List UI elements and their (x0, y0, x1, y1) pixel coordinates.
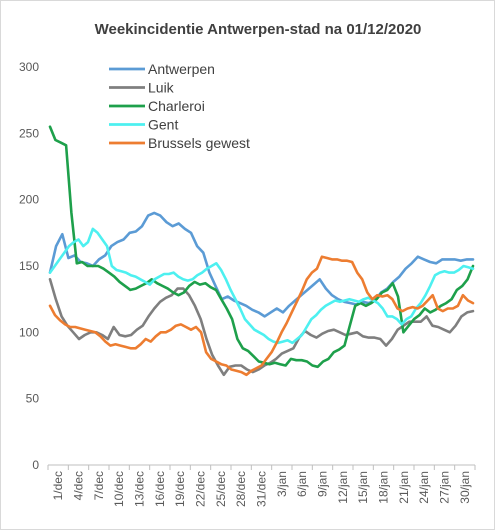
x-tick-label: 16/dec (153, 471, 167, 507)
series-line-1 (48, 277, 475, 377)
x-tick-label: 21/jan (397, 471, 411, 504)
x-tick-label: 1/dec (51, 471, 65, 500)
x-tick-label: 28/dec (234, 471, 248, 507)
legend-label-2: Charleroi (148, 98, 205, 114)
series-layer (48, 125, 475, 377)
x-tick-label: 3/jan (275, 471, 289, 497)
legend: Antwerpen Luik Charleroi Gent Brussels gewes… (109, 61, 250, 151)
x-tick-label: 31/dec (255, 471, 269, 507)
x-tick-label: 24/jan (417, 471, 431, 504)
series-line-4 (48, 255, 475, 377)
y-tick-label: 0 (32, 458, 39, 472)
y-axis: 0 50 100 150 200 250 300 (19, 60, 39, 472)
x-tick-label: 12/jan (336, 471, 350, 504)
chart-title: Weekincidentie Antwerpen-stad na 01/12/2… (95, 21, 422, 38)
x-tick-label: 22/dec (194, 471, 208, 507)
legend-label-3: Gent (148, 117, 178, 133)
y-tick-label: 300 (19, 60, 39, 74)
x-tick-label: 30/jan (458, 471, 472, 504)
legend-label-1: Luik (148, 80, 175, 96)
x-tick-label: 19/dec (173, 471, 187, 507)
x-tick-label: 25/dec (214, 471, 228, 507)
series-line-2 (48, 125, 475, 369)
y-tick-label: 150 (19, 259, 39, 273)
x-tick-label: 4/dec (72, 471, 86, 500)
x-tick-label: 9/jan (316, 471, 330, 497)
x-tick-label: 6/jan (295, 471, 309, 497)
legend-label-0: Antwerpen (148, 61, 215, 77)
series-line-0 (48, 211, 475, 318)
x-axis: 1/dec 4/dec 7/dec 10/dec 13/dec 16/dec 19/dec 2… (47, 464, 476, 507)
x-tick-label: 18/jan (377, 471, 391, 504)
y-tick-label: 50 (26, 392, 40, 406)
x-tick-label: 10/dec (112, 471, 126, 507)
y-tick-label: 250 (19, 126, 39, 140)
x-tick-label: 27/jan (438, 471, 452, 504)
series-line-3 (48, 227, 475, 345)
legend-label-4: Brussels gewest (148, 135, 250, 151)
x-tick-label: 13/dec (133, 471, 147, 507)
x-tick-label: 7/dec (92, 471, 106, 500)
y-tick-label: 200 (19, 193, 39, 207)
x-tick-label: 15/jan (356, 471, 370, 504)
y-tick-label: 100 (19, 325, 39, 339)
